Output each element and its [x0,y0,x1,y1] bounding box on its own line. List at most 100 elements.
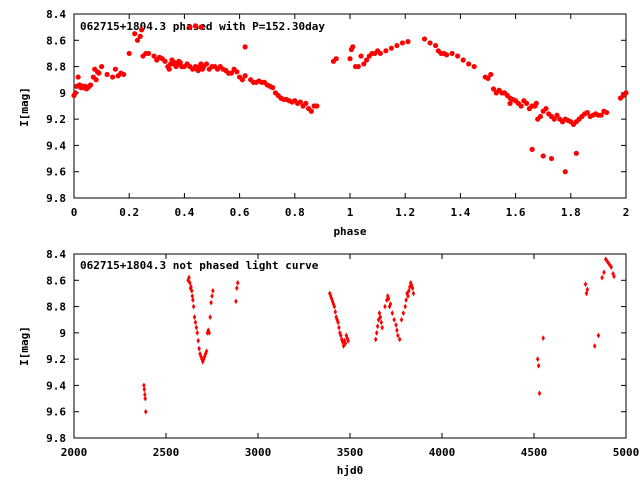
data-point [197,345,201,352]
data-point [471,63,477,70]
data-point [336,319,340,326]
x-tick-label: 1.2 [395,206,415,219]
data-point [378,314,383,320]
x-tick-label: 1.8 [561,206,581,219]
y-tick-label: 8.6 [46,274,66,287]
data-point [455,53,461,59]
data-point [585,286,590,293]
data-point [142,386,147,393]
data-point [507,100,513,106]
unphased-light-curve-chart: 062715+1804.3 not phased light curve hjd… [18,248,639,477]
data-point [145,50,152,57]
data-point [386,295,391,302]
data-point [209,299,213,306]
data-point [363,57,370,63]
data-point [607,261,612,268]
data-point [623,90,629,96]
data-point [375,323,380,330]
data-point [270,85,276,91]
data-point [210,293,214,299]
data-point [195,329,200,336]
data-point [377,310,382,317]
data-point [411,290,416,297]
data-point [314,103,320,109]
data-point [388,301,393,307]
data-point [540,153,546,159]
data-point [112,66,118,72]
data-point [190,287,194,294]
data-point [144,408,148,415]
y-tick-label: 9.6 [46,406,66,419]
data-point [236,280,240,286]
data-point [361,61,367,67]
data-point [399,40,406,46]
data-point [143,391,147,398]
data-point [405,39,411,45]
data-point [427,40,433,46]
x-axis-label: hjd0 [337,464,364,477]
data-point [388,45,394,51]
data-point [343,340,348,347]
data-point [346,337,350,344]
x-tick-label: 2500 [153,446,180,459]
data-point [602,269,606,276]
x-tick-label: 3000 [245,446,272,459]
y-tick-label: 9.8 [46,432,66,445]
data-point [385,293,390,299]
data-point [533,100,539,106]
data-point [374,336,378,343]
x-tick-label: 2 [623,206,630,219]
data-point [548,155,555,162]
x-tick-label: 0.4 [174,206,194,219]
data-point [604,109,610,116]
data-point [204,348,209,355]
y-tick-label: 8.4 [46,248,66,261]
data-point [612,273,616,280]
data-point [211,287,215,294]
x-tick-label: 1.4 [450,206,470,219]
data-point [466,61,472,67]
y-axis-ticks: 8.4 8.6 8.8 9 9.2 9.4 9.6 9.8 [46,248,626,445]
data-points [142,256,616,415]
data-point [399,316,404,323]
data-points [71,23,629,175]
data-point [401,310,406,317]
data-point [604,256,608,263]
data-point [126,50,132,57]
data-point [234,69,240,75]
x-axis-ticks: 2000 2500 3000 3500 4000 4500 5000 [61,254,639,459]
data-point [347,56,353,62]
data-point [392,316,396,323]
data-point [203,61,210,67]
y-tick-label: 9.4 [46,139,66,152]
data-point [242,73,248,79]
data-point [396,332,400,339]
plot-frame [73,13,627,199]
data-point [596,332,601,339]
data-point [139,27,145,33]
data-point [537,390,542,397]
data-point [190,293,195,299]
data-point [584,109,590,116]
data-point [380,324,384,331]
x-tick-label: 4000 [429,446,456,459]
data-point [194,324,199,331]
data-point [99,63,105,70]
data-point [137,33,143,39]
data-point [207,329,211,336]
data-point [592,343,597,349]
data-point [188,280,192,286]
x-tick-label: 2000 [61,446,88,459]
y-tick-label: 9 [59,327,66,340]
y-tick-label: 9.2 [46,113,66,126]
x-tick-label: 1 [347,206,354,219]
data-point [187,274,191,281]
data-point [518,103,524,109]
data-point [75,74,81,80]
data-point [573,150,579,156]
data-point [355,63,361,70]
y-tick-label: 8.8 [46,61,66,74]
x-tick-label: 0.2 [119,206,139,219]
data-point [132,31,138,37]
